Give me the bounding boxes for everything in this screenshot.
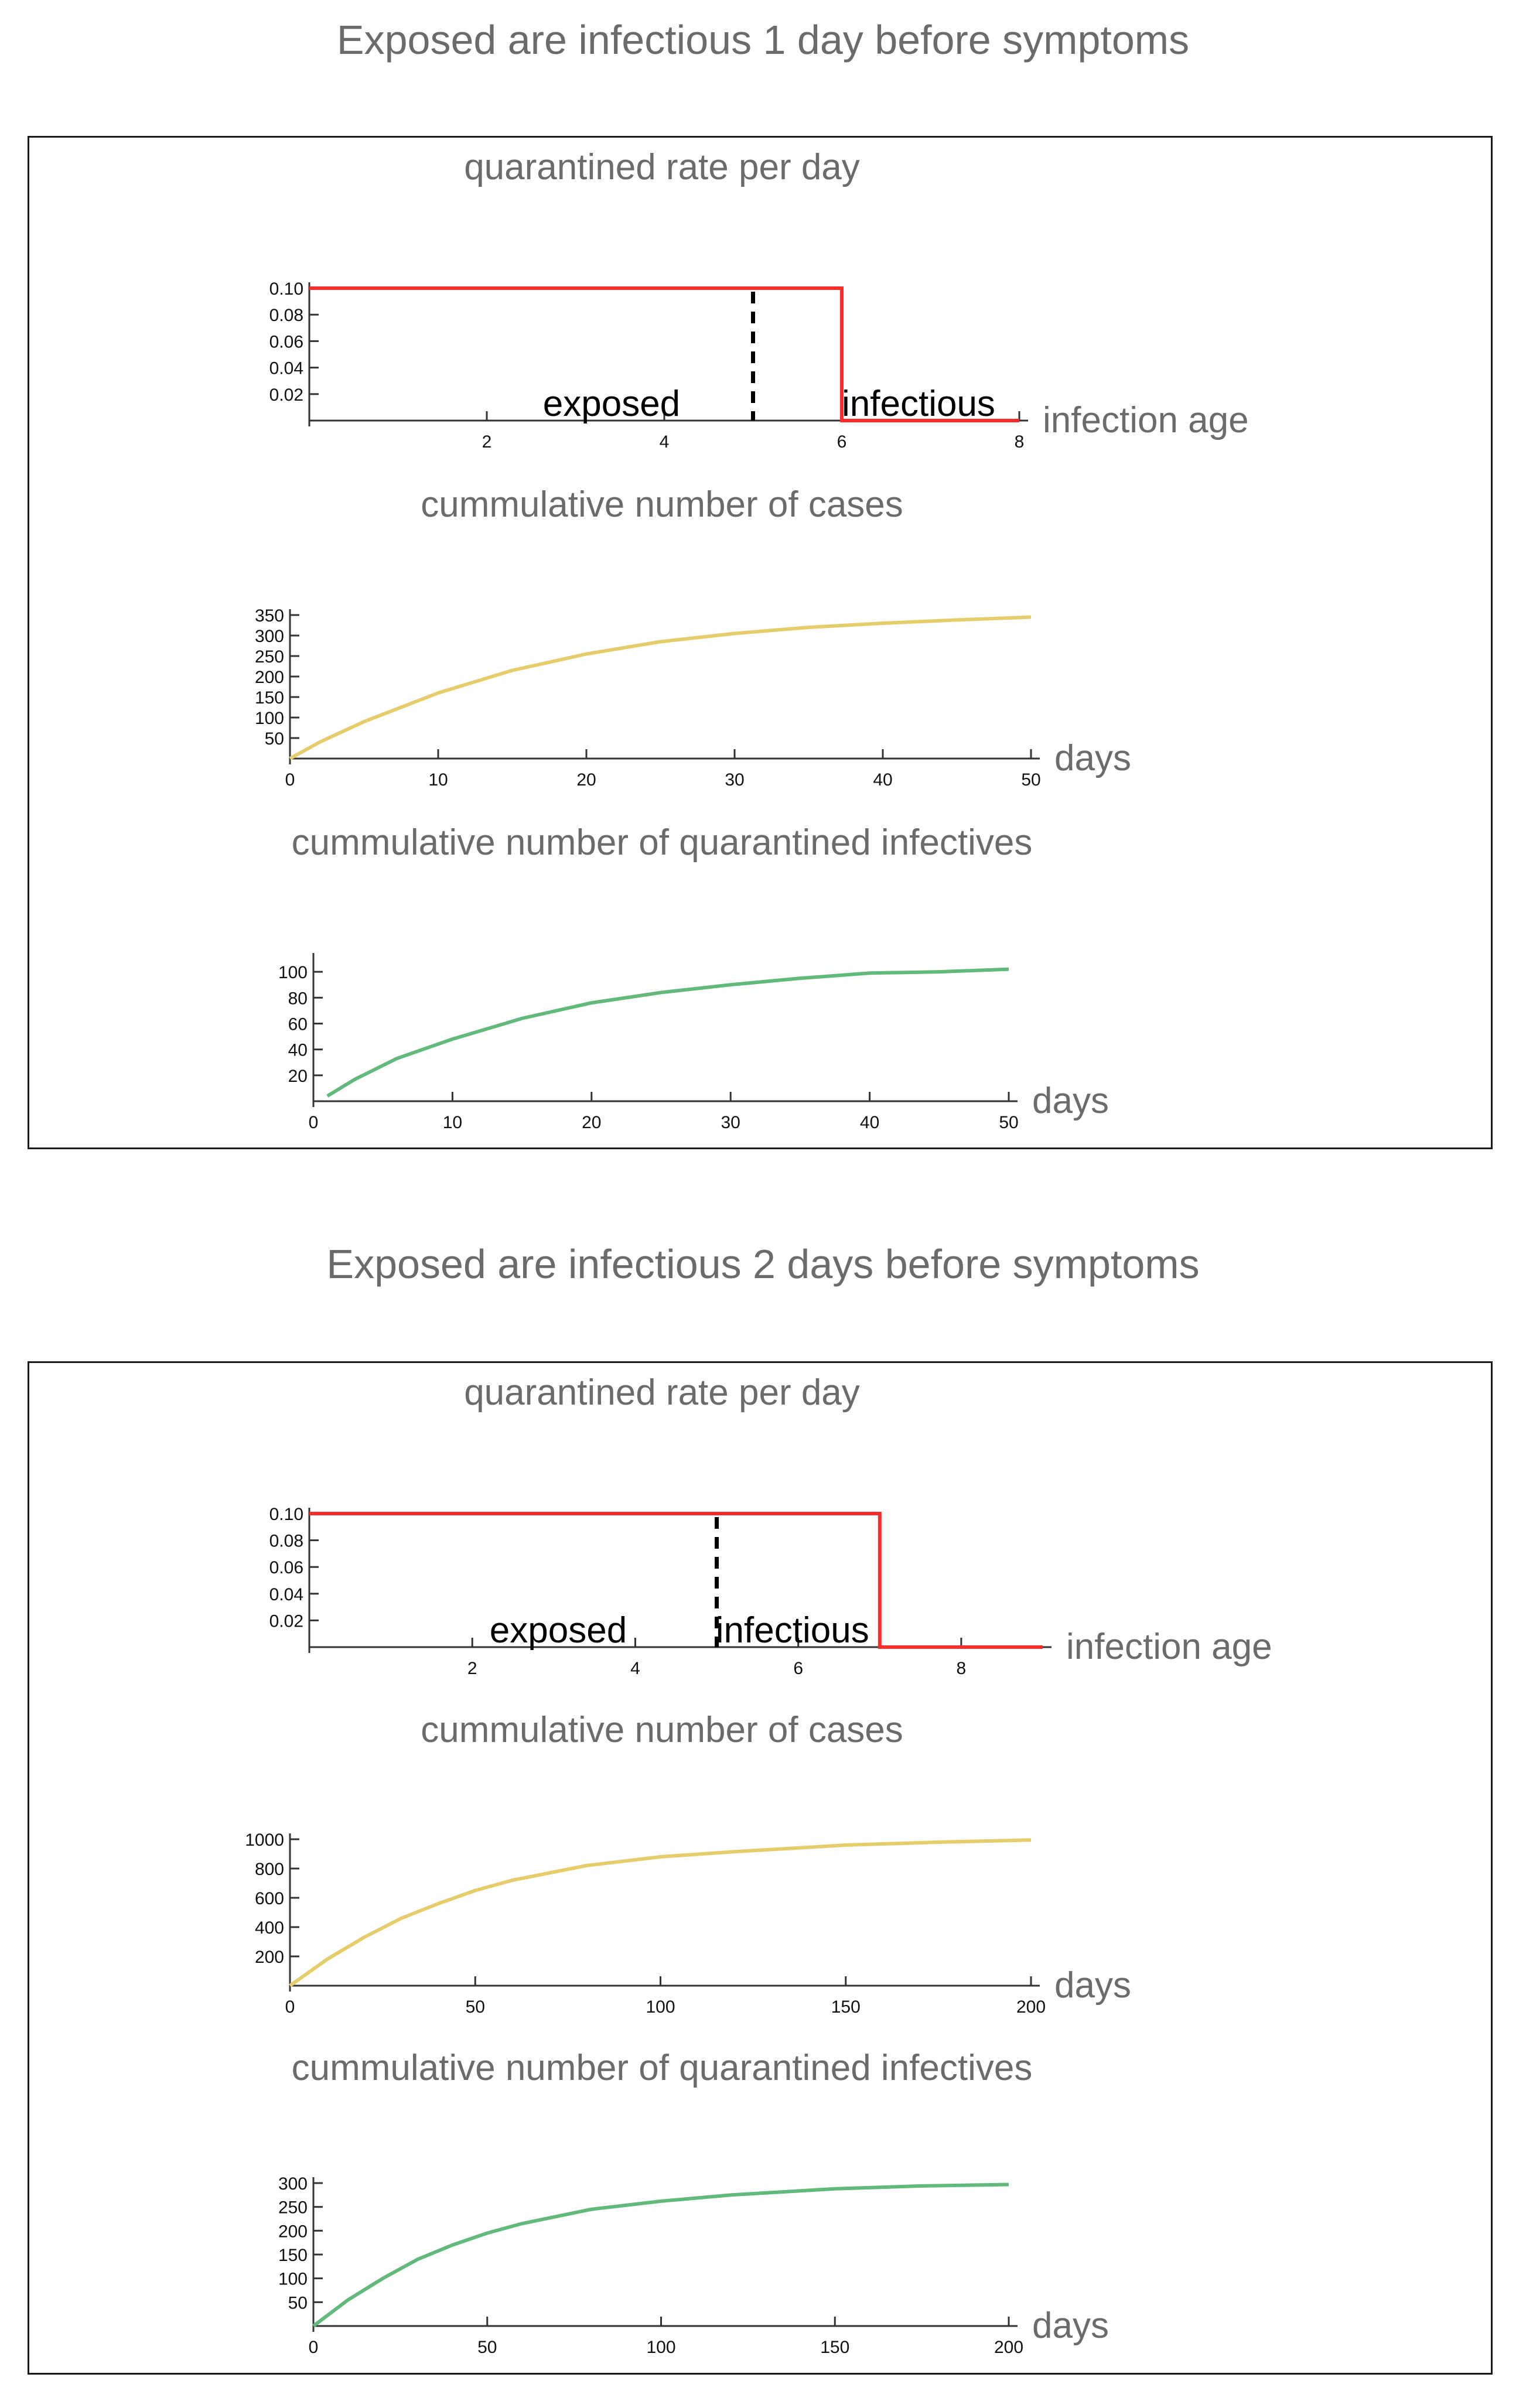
annotation-exposed: exposed bbox=[490, 1610, 627, 1651]
y-tick-label: 50 bbox=[288, 2293, 308, 2313]
x-tick-label: 50 bbox=[999, 1113, 1018, 1132]
quarantine-rate-step-line bbox=[309, 286, 1019, 422]
x-axis-label: days bbox=[1054, 738, 1131, 778]
x-tick-label: 4 bbox=[660, 432, 670, 452]
x-tick-label: 6 bbox=[837, 432, 847, 452]
x-tick-label: 200 bbox=[994, 2338, 1023, 2357]
x-tick-label: 50 bbox=[466, 1997, 485, 2017]
y-tick-label: 350 bbox=[255, 606, 284, 626]
annotation-infectious: infectious bbox=[716, 1610, 869, 1651]
annotation-exposed: exposed bbox=[543, 384, 680, 424]
x-tick-label: 200 bbox=[1016, 1997, 1046, 2017]
y-tick-label: 1000 bbox=[245, 1830, 284, 1850]
x-tick-label: 50 bbox=[477, 2338, 497, 2357]
x-axis-label: days bbox=[1054, 1965, 1131, 2006]
x-tick-label: 50 bbox=[1021, 770, 1040, 790]
x-tick-label: 30 bbox=[721, 1113, 740, 1132]
x-tick-label: 6 bbox=[793, 1659, 803, 1678]
y-tick-label: 200 bbox=[255, 668, 284, 687]
x-tick-label: 20 bbox=[582, 1113, 601, 1132]
x-tick-label: 8 bbox=[957, 1659, 967, 1678]
x-tick-label: 100 bbox=[646, 1997, 675, 2017]
y-tick-label: 0.06 bbox=[269, 1558, 303, 1577]
y-tick-label: 200 bbox=[278, 2222, 308, 2241]
y-tick-label: 50 bbox=[265, 729, 284, 749]
x-tick-label: 10 bbox=[428, 770, 448, 790]
figure-2-panel bbox=[28, 1361, 1493, 2375]
y-tick-label: 0.02 bbox=[269, 1611, 303, 1631]
annotation-infectious: infectious bbox=[842, 384, 995, 424]
quarantine-rate-step-line bbox=[309, 1512, 1043, 1649]
y-tick-label: 0.08 bbox=[269, 306, 303, 325]
y-tick-label: 0.04 bbox=[269, 1585, 303, 1604]
y-tick-label: 0.04 bbox=[269, 359, 303, 378]
x-tick-label: 100 bbox=[646, 2338, 675, 2357]
x-tick-label: 0 bbox=[309, 1113, 319, 1132]
figure-2-title: Exposed are infectious 2 days before sym… bbox=[326, 1241, 1200, 1287]
x-axis-label: infection age bbox=[1043, 400, 1249, 440]
y-tick-label: 250 bbox=[255, 647, 284, 667]
y-tick-label: 300 bbox=[278, 2174, 308, 2194]
y-tick-label: 600 bbox=[255, 1889, 284, 1908]
chart-2-title: cummulative number of cases bbox=[421, 484, 903, 525]
y-tick-label: 100 bbox=[278, 963, 308, 982]
y-tick-label: 0.10 bbox=[269, 1505, 303, 1524]
x-axis-label: days bbox=[1032, 2305, 1109, 2346]
x-tick-label: 10 bbox=[443, 1113, 462, 1132]
quarantined-series-line bbox=[326, 967, 1009, 1098]
y-tick-label: 0.06 bbox=[269, 332, 303, 351]
y-tick-label: 0.08 bbox=[269, 1532, 303, 1551]
y-tick-label: 60 bbox=[288, 1015, 308, 1034]
y-tick-label: 40 bbox=[288, 1041, 308, 1060]
x-tick-label: 0 bbox=[285, 770, 295, 790]
figure-1-title: Exposed are infectious 1 day before symp… bbox=[336, 17, 1190, 63]
y-tick-label: 0.10 bbox=[269, 279, 303, 299]
x-tick-label: 4 bbox=[630, 1659, 640, 1678]
y-tick-label: 20 bbox=[288, 1067, 308, 1086]
x-tick-label: 40 bbox=[860, 1113, 879, 1132]
x-tick-label: 2 bbox=[467, 1659, 477, 1678]
chart-5-title: cummulative number of cases bbox=[421, 1710, 903, 1750]
x-tick-label: 20 bbox=[576, 770, 596, 790]
y-tick-label: 200 bbox=[255, 1948, 284, 1967]
y-tick-label: 150 bbox=[255, 688, 284, 708]
x-tick-label: 30 bbox=[725, 770, 744, 790]
y-tick-label: 100 bbox=[278, 2270, 308, 2289]
chart-3-title: cummulative number of quarantined infect… bbox=[291, 822, 1033, 863]
x-axis-label: infection age bbox=[1066, 1627, 1272, 1667]
chart-1-title: quarantined rate per day bbox=[464, 147, 860, 187]
chart-6-title: cummulative number of quarantined infect… bbox=[291, 2048, 1033, 2088]
x-tick-label: 0 bbox=[285, 1997, 295, 2017]
quarantined-series-line bbox=[312, 2182, 1009, 2328]
y-tick-label: 80 bbox=[288, 989, 308, 1008]
x-tick-label: 0 bbox=[309, 2338, 319, 2357]
y-tick-label: 300 bbox=[255, 627, 284, 646]
x-tick-label: 150 bbox=[831, 1997, 861, 2017]
y-tick-label: 0.02 bbox=[269, 385, 303, 405]
y-tick-label: 150 bbox=[278, 2246, 308, 2265]
y-tick-label: 400 bbox=[255, 1918, 284, 1938]
y-tick-label: 250 bbox=[278, 2198, 308, 2218]
y-tick-label: 800 bbox=[255, 1860, 284, 1879]
x-tick-label: 150 bbox=[820, 2338, 849, 2357]
x-tick-label: 2 bbox=[482, 432, 492, 452]
cases-series-line bbox=[289, 1838, 1032, 1987]
x-axis-label: days bbox=[1032, 1081, 1109, 1121]
x-tick-label: 8 bbox=[1015, 432, 1025, 452]
chart-4-title: quarantined rate per day bbox=[464, 1372, 860, 1413]
cases-series-line bbox=[289, 615, 1032, 760]
x-tick-label: 40 bbox=[873, 770, 892, 790]
y-tick-label: 100 bbox=[255, 709, 284, 728]
